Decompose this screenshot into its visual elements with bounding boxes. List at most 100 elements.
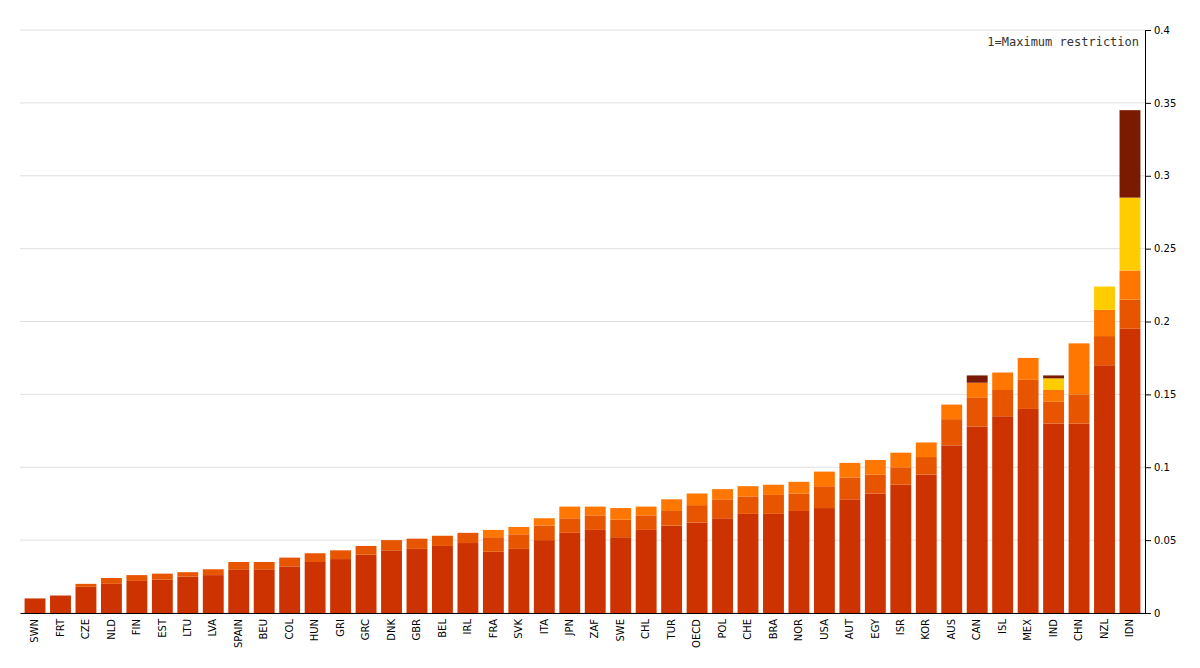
- tick: POL: [717, 619, 728, 639]
- bar-segment: [25, 598, 46, 599]
- bar-segment: [687, 493, 708, 494]
- tick: MEX: [1022, 619, 1033, 641]
- bar-segment: [890, 453, 911, 468]
- tick: CHL: [640, 619, 651, 640]
- tick: 0.25: [1145, 243, 1176, 254]
- bar-segment: [407, 538, 428, 539]
- bar-segment: [1069, 343, 1090, 344]
- bar-segment: [559, 533, 580, 613]
- bar-segment: [1018, 380, 1039, 409]
- tick-label: SWE: [615, 619, 626, 642]
- bar-segment: [636, 515, 657, 530]
- bar-segment: [407, 538, 428, 539]
- bar-segment: [152, 573, 173, 574]
- bar-segment: [508, 534, 529, 549]
- bar-segment: [1018, 357, 1039, 358]
- bar-segment: [1120, 110, 1141, 197]
- tick: 0.05: [1145, 535, 1176, 546]
- bar-segment: [203, 569, 224, 575]
- bar-segment: [101, 578, 122, 584]
- tick-mark: [1145, 30, 1151, 31]
- bar-segment: [279, 566, 300, 613]
- bar-segment: [712, 489, 733, 499]
- bar-segment: [126, 575, 147, 576]
- tick: CHE: [742, 619, 753, 640]
- bar-segment: [76, 583, 97, 584]
- bar-segment: [305, 553, 326, 562]
- bar-segment: [228, 561, 249, 562]
- tick: 0.4: [1145, 25, 1170, 36]
- tick: SWE: [615, 619, 626, 642]
- bar-segment: [177, 572, 198, 576]
- bar-segment: [254, 561, 275, 562]
- bar-segment: [1069, 343, 1090, 344]
- y-axis: 00.050.10.150.20.250.30.350.4: [1145, 25, 1176, 619]
- bar-segment: [661, 499, 682, 500]
- bar-segment: [738, 486, 759, 487]
- tick: 0.3: [1145, 170, 1170, 181]
- bar-segment: [839, 462, 860, 463]
- tick: DNK: [386, 619, 397, 641]
- tick-mark: [1145, 613, 1151, 614]
- tick: LTU: [182, 619, 193, 637]
- bar-segment: [407, 538, 428, 539]
- bar-segment: [254, 562, 275, 569]
- bar-segment: [865, 460, 886, 475]
- tick-label: NLD: [106, 619, 117, 640]
- bar-segment: [50, 595, 71, 596]
- bar-segment: [839, 463, 860, 478]
- tick-label: FRA: [488, 619, 499, 638]
- bar-segment: [865, 459, 886, 460]
- bar-segment: [228, 561, 249, 562]
- bar-segment: [916, 457, 937, 474]
- tick: AUT: [844, 618, 855, 639]
- bar-segment: [203, 575, 224, 613]
- bar-segment: [1094, 310, 1115, 336]
- bar-segment: [789, 482, 810, 494]
- bar-segment: [865, 459, 886, 460]
- tick-label: BEU: [258, 619, 269, 640]
- bar-segment: [457, 543, 478, 613]
- bar-segment: [25, 598, 46, 599]
- tick: BRA: [768, 619, 779, 639]
- bar-segment: [50, 595, 71, 596]
- tick-label: BRA: [768, 619, 779, 639]
- tick-label: SVK: [513, 619, 524, 639]
- tick: FRT: [55, 618, 66, 637]
- bar-segment: [712, 489, 733, 490]
- bar-segment: [381, 540, 402, 550]
- tick-label: ISR: [895, 619, 906, 635]
- bar-segment: [1043, 375, 1064, 378]
- tick-label: GRI: [335, 619, 346, 637]
- bar-segment: [687, 505, 708, 522]
- tick-label: LVA: [207, 619, 218, 637]
- bar-segment: [1043, 402, 1064, 424]
- bar-segment: [279, 557, 300, 558]
- bar-segment: [610, 508, 631, 509]
- bar-segment: [916, 442, 937, 443]
- bar-segment: [585, 507, 606, 516]
- bar-segment: [1069, 424, 1090, 613]
- bar-segment: [916, 475, 937, 613]
- bar-segment: [177, 572, 198, 573]
- series: [25, 329, 1141, 613]
- bar-segment: [1043, 390, 1064, 402]
- bar-segment: [177, 572, 198, 573]
- bar-segment: [534, 518, 555, 525]
- bar-segment: [789, 481, 810, 482]
- bar-segment: [534, 526, 555, 541]
- bar-segment: [1094, 336, 1115, 365]
- bar-segment: [152, 573, 173, 574]
- bar-segment: [25, 598, 46, 599]
- bar-segment: [203, 569, 224, 570]
- tick: 0.35: [1145, 98, 1176, 109]
- bar-segment: [152, 574, 173, 580]
- bar-segment: [305, 553, 326, 554]
- bar-segment: [992, 372, 1013, 373]
- tick-label: 0.3: [1154, 170, 1170, 181]
- bars: [25, 110, 1141, 613]
- bar-segment: [228, 561, 249, 562]
- bar-segment: [126, 575, 147, 576]
- tick: BEL: [437, 619, 448, 638]
- bar-segment: [228, 569, 249, 613]
